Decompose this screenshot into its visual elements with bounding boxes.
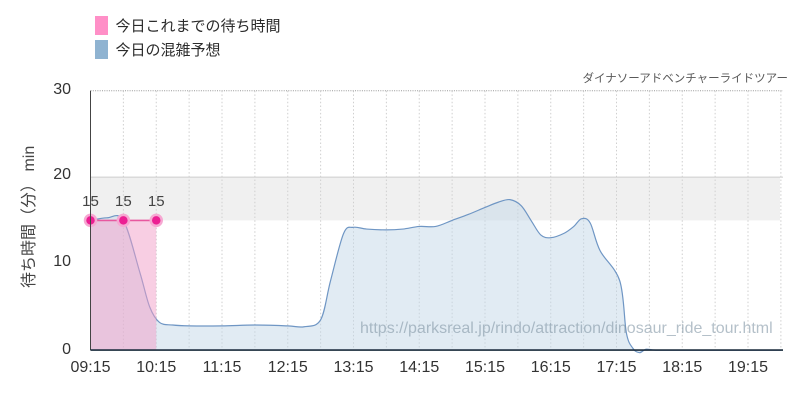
svg-text:15: 15 <box>148 193 165 210</box>
svg-text:15: 15 <box>115 193 132 210</box>
